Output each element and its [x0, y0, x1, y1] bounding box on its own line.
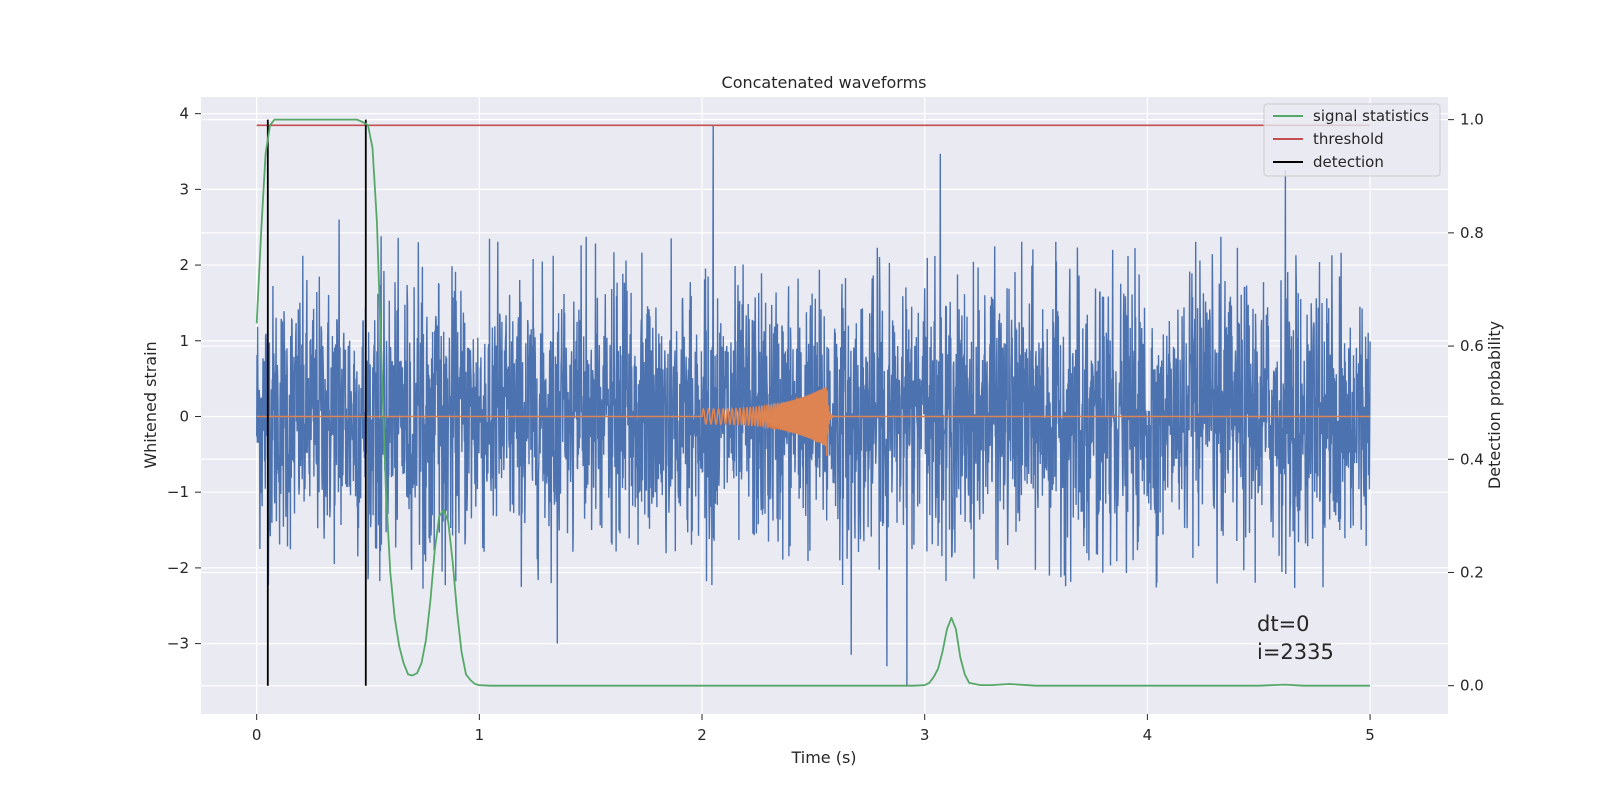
chart-title: Concatenated waveforms: [722, 73, 927, 92]
x-tick-label: 2: [697, 726, 707, 744]
y-axis-label: Whitened strain: [141, 341, 160, 468]
y-tick-label: −3: [167, 635, 189, 653]
x-tick-label: 1: [475, 726, 485, 744]
y-tick-label: 3: [179, 180, 189, 198]
signal-statistics-line: [255, 118, 1371, 687]
injected-chirp-series: [256, 387, 1371, 456]
chirp-line: [256, 387, 1371, 456]
y-tick-label: 4: [179, 105, 189, 123]
legend: signal statistics threshold detection: [1263, 103, 1441, 177]
annotation-dt: dt=0: [1257, 612, 1310, 636]
legend-label-threshold: threshold: [1313, 130, 1384, 148]
y2-tick-label: 0.8: [1460, 224, 1484, 242]
y-tick-label: 1: [179, 332, 189, 350]
y2-tick-label: 0.2: [1460, 563, 1484, 581]
legend-label-detection: detection: [1313, 153, 1384, 171]
axes: 0 1 2 3 4 5 −3 −2 −1 0 1 2 3 4 0.0 0.2 0.4 0.6 0.8 1.0: [167, 105, 1484, 744]
x-tick-label: 0: [252, 726, 262, 744]
y2-axis-label: Detection probability: [1485, 321, 1504, 489]
y2-tick-label: 0.4: [1460, 450, 1484, 468]
y-tick-label: 0: [179, 407, 189, 425]
annotation-i: i=2335: [1257, 640, 1334, 664]
y-tick-label: 2: [179, 256, 189, 274]
y2-tick-label: 0.0: [1460, 677, 1484, 695]
y-tick-label: −1: [167, 483, 189, 501]
x-tick-label: 5: [1365, 726, 1375, 744]
right-axis-series: [255, 118, 1371, 687]
legend-box: [1263, 103, 1441, 177]
x-tick-label: 3: [920, 726, 930, 744]
x-axis-label: Time (s): [790, 748, 856, 767]
y2-tick-label: 1.0: [1460, 111, 1484, 129]
x-tick-label: 4: [1143, 726, 1153, 744]
legend-label-signal-statistics: signal statistics: [1313, 107, 1429, 125]
y2-tick-label: 0.6: [1460, 337, 1484, 355]
y-tick-label: −2: [167, 559, 189, 577]
